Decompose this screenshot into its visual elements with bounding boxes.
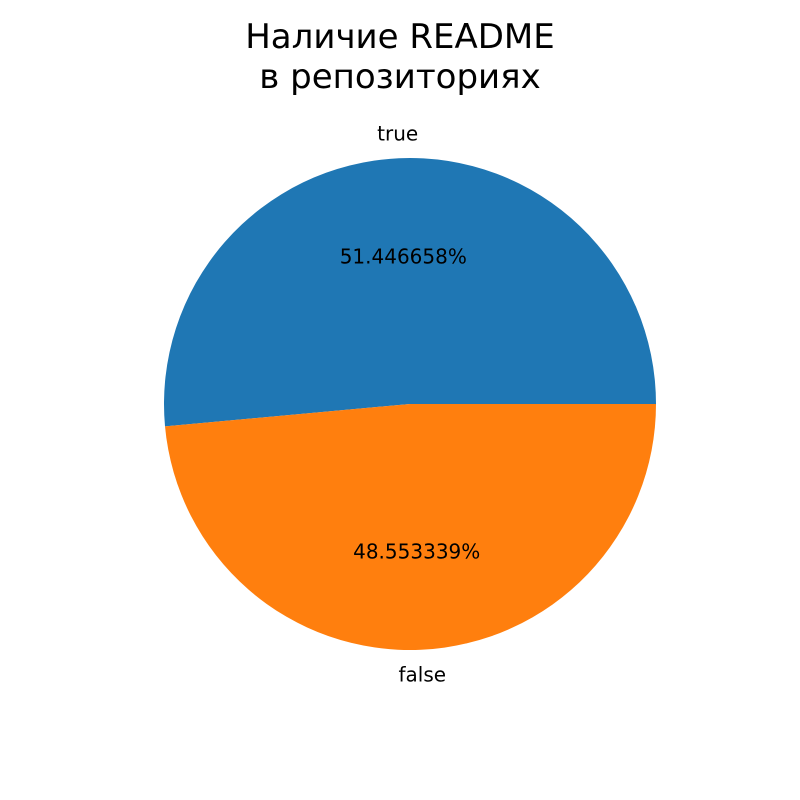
chart-title-line-2: в репозиториях bbox=[259, 57, 541, 97]
pie-slice-false bbox=[165, 404, 656, 650]
slice-label-true: true bbox=[377, 122, 418, 146]
slice-label-false: false bbox=[399, 662, 447, 686]
slice-percent-false: 48.553339% bbox=[353, 539, 480, 563]
chart-title-line-1: Наличие README bbox=[245, 17, 555, 57]
pie-slice-true bbox=[163, 157, 656, 427]
slice-percent-true: 51.446658% bbox=[340, 245, 467, 269]
